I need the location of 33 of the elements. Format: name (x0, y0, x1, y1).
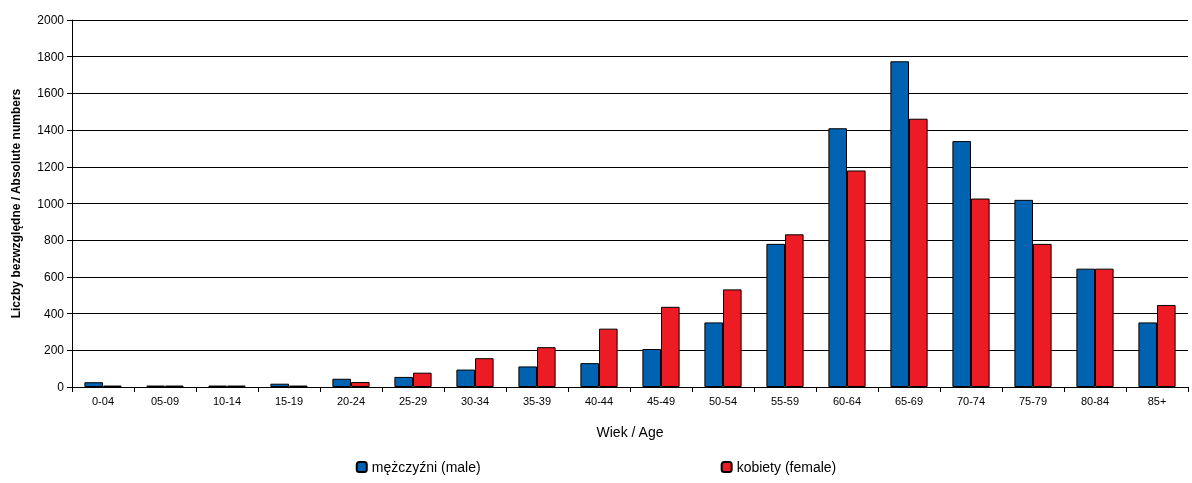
x-tick-label: 50-54 (708, 394, 738, 407)
x-tick-label: 40-44 (584, 394, 614, 407)
x-tick-label: 70-74 (956, 394, 986, 407)
x-tick-label: 55-59 (770, 394, 800, 407)
x-tick-label: 75-79 (1018, 394, 1048, 407)
y-tick-label: 400 (43, 306, 65, 321)
x-tick-label: 0-04 (91, 394, 115, 407)
y-tick-label: 1000 (37, 196, 65, 211)
x-tick-label: 65-69 (894, 394, 924, 407)
legend-label: mężczyźni (male) (371, 459, 481, 475)
x-axis-title: Wiek / Age (596, 424, 664, 440)
y-tick-label: 0 (57, 380, 65, 394)
y-tick-label: 1600 (37, 86, 65, 101)
y-tick-label: 1400 (37, 123, 65, 138)
y-tick-label: 1800 (37, 49, 65, 64)
x-tick-label: 25-29 (398, 394, 428, 407)
x-tick-label: 30-34 (460, 394, 490, 407)
y-tick-label: 1200 (37, 159, 65, 174)
x-tick-label: 85+ (1147, 394, 1167, 407)
x-tick-label: 80-84 (1080, 394, 1110, 407)
x-tick-label: 05-09 (150, 394, 180, 407)
x-tick-label: 35-39 (522, 394, 552, 407)
y-tick-label: 2000 (37, 13, 65, 27)
x-tick-label: 45-49 (646, 394, 676, 407)
x-tick-label: 10-14 (212, 394, 242, 407)
x-tick-label: 15-19 (274, 394, 304, 407)
y-tick-label: 800 (43, 233, 65, 248)
legend-label: kobiety (female) (736, 459, 837, 475)
y-tick-label: 200 (43, 343, 65, 358)
x-tick-label: 20-24 (336, 394, 366, 407)
y-axis-title: Liczby bezwzględne / Absolute numbers (9, 88, 23, 319)
y-tick-label: 600 (43, 269, 65, 284)
x-tick-label: 60-64 (832, 394, 862, 407)
